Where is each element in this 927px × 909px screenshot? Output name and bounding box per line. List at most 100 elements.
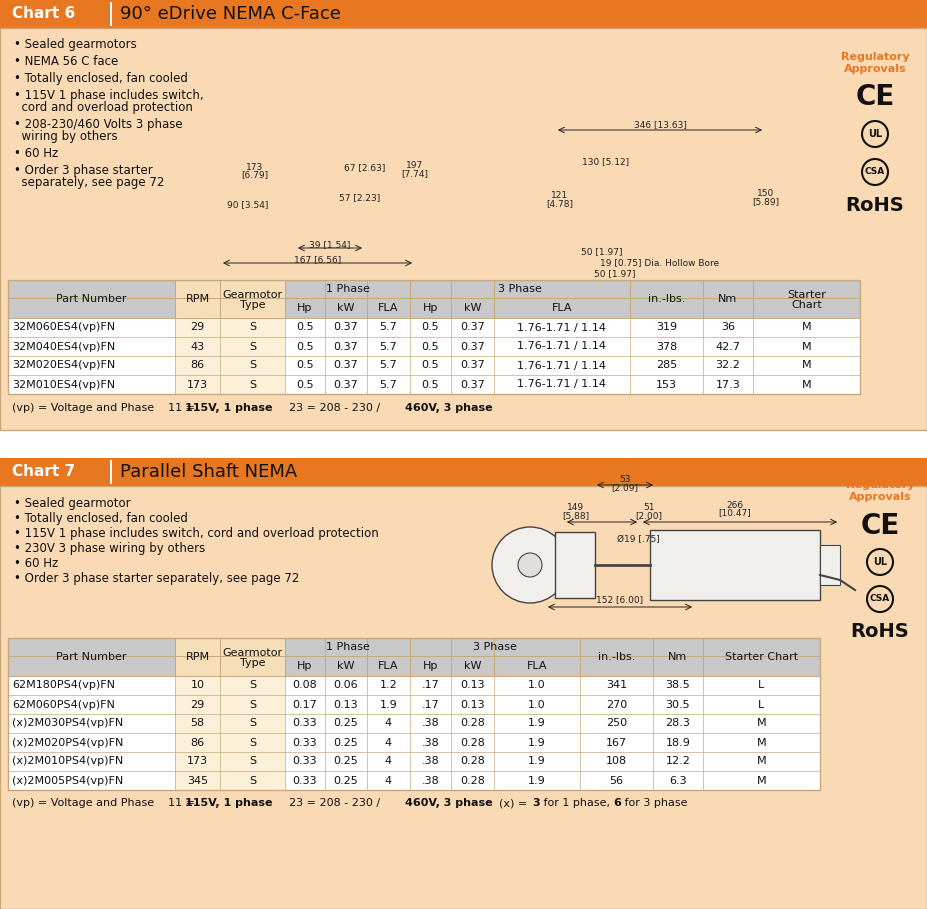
Text: Starter Chart: Starter Chart xyxy=(725,652,798,662)
Text: 5.7: 5.7 xyxy=(380,361,398,371)
Text: Type: Type xyxy=(240,658,265,668)
Text: Approvals: Approvals xyxy=(844,64,907,74)
Text: 167: 167 xyxy=(606,737,627,747)
Circle shape xyxy=(518,553,542,577)
Bar xyxy=(220,752,285,771)
Bar xyxy=(0,430,927,458)
Text: 1.0: 1.0 xyxy=(528,681,546,691)
Text: S: S xyxy=(249,756,256,766)
Bar xyxy=(0,0,927,28)
Text: Part Number: Part Number xyxy=(57,652,127,662)
Text: 29: 29 xyxy=(190,323,205,333)
Text: [6.79]: [6.79] xyxy=(241,171,269,179)
Text: S: S xyxy=(249,323,256,333)
Text: • Order 3 phase starter: • Order 3 phase starter xyxy=(14,164,153,177)
Text: 29: 29 xyxy=(190,700,205,710)
Text: 6: 6 xyxy=(613,798,621,808)
Text: [4.78]: [4.78] xyxy=(547,199,574,208)
Text: [2.00]: [2.00] xyxy=(636,512,663,521)
Text: 32.2: 32.2 xyxy=(716,361,741,371)
Text: 1.9: 1.9 xyxy=(528,775,546,785)
Text: • Totally enclosed, fan cooled: • Totally enclosed, fan cooled xyxy=(14,512,188,525)
Bar xyxy=(175,375,220,394)
Text: 32M060ES4(vp)FN: 32M060ES4(vp)FN xyxy=(12,323,115,333)
Text: 0.5: 0.5 xyxy=(422,361,439,371)
Text: 1.2: 1.2 xyxy=(380,681,398,691)
Text: RPM: RPM xyxy=(185,294,210,304)
Text: 4: 4 xyxy=(385,737,392,747)
Text: S: S xyxy=(249,737,256,747)
Text: UL: UL xyxy=(873,557,887,567)
Text: L: L xyxy=(758,681,765,691)
Text: M: M xyxy=(756,737,767,747)
Text: Ø19 [.75]: Ø19 [.75] xyxy=(617,535,660,544)
Text: 0.33: 0.33 xyxy=(293,756,317,766)
Text: 28.3: 28.3 xyxy=(666,718,691,728)
Text: 4: 4 xyxy=(385,775,392,785)
Text: 1.76-1.71 / 1.14: 1.76-1.71 / 1.14 xyxy=(517,361,606,371)
Text: 1 Phase: 1 Phase xyxy=(325,284,370,294)
Text: S: S xyxy=(249,700,256,710)
Text: 57 [2.23]: 57 [2.23] xyxy=(339,194,381,203)
Text: • 60 Hz: • 60 Hz xyxy=(14,147,58,160)
Text: M: M xyxy=(756,775,767,785)
Text: 53: 53 xyxy=(619,475,630,484)
Text: M: M xyxy=(802,342,811,352)
Bar xyxy=(220,375,285,394)
Text: • 115V 1 phase includes switch, cord and overload protection: • 115V 1 phase includes switch, cord and… xyxy=(14,527,379,540)
Text: 0.25: 0.25 xyxy=(334,756,359,766)
Text: • Sealed gearmotor: • Sealed gearmotor xyxy=(14,497,131,510)
Bar xyxy=(8,771,820,790)
Text: (vp) = Voltage and Phase    11 =: (vp) = Voltage and Phase 11 = xyxy=(12,403,198,413)
Text: 0.37: 0.37 xyxy=(460,379,485,389)
Text: 0.13: 0.13 xyxy=(460,681,485,691)
Text: 19 [0.75] Dia. Hollow Bore: 19 [0.75] Dia. Hollow Bore xyxy=(601,258,719,267)
Text: 1 Phase: 1 Phase xyxy=(325,642,370,652)
Bar xyxy=(820,545,840,585)
Text: Nm: Nm xyxy=(668,652,688,662)
Text: 12.2: 12.2 xyxy=(666,756,691,766)
Bar xyxy=(8,356,860,375)
Bar xyxy=(0,486,927,909)
Text: 23 = 208 - 230 /: 23 = 208 - 230 / xyxy=(275,403,384,413)
Text: 1.0: 1.0 xyxy=(528,700,546,710)
Bar xyxy=(0,28,927,430)
Text: 17.3: 17.3 xyxy=(716,379,741,389)
Text: 0.25: 0.25 xyxy=(334,775,359,785)
Bar xyxy=(8,280,860,318)
Text: [2.09]: [2.09] xyxy=(612,484,639,493)
Text: 153: 153 xyxy=(656,379,677,389)
Bar xyxy=(285,280,410,298)
Text: 0.28: 0.28 xyxy=(460,775,485,785)
Text: 1.76-1.71 / 1.14: 1.76-1.71 / 1.14 xyxy=(517,379,606,389)
Text: .38: .38 xyxy=(422,756,439,766)
Bar xyxy=(8,752,820,771)
Text: CSA: CSA xyxy=(865,167,885,176)
Text: Hp: Hp xyxy=(423,303,438,313)
Text: 90 [3.54]: 90 [3.54] xyxy=(227,201,269,209)
Text: CSA: CSA xyxy=(870,594,890,603)
Text: 0.25: 0.25 xyxy=(334,718,359,728)
Text: FLA: FLA xyxy=(527,661,547,671)
Text: 0.33: 0.33 xyxy=(293,718,317,728)
Text: • Sealed gearmotors: • Sealed gearmotors xyxy=(14,38,137,51)
Text: Nm: Nm xyxy=(718,294,738,304)
Bar xyxy=(175,714,220,733)
Text: RoHS: RoHS xyxy=(851,622,909,641)
Text: 50 [1.97]: 50 [1.97] xyxy=(594,269,636,278)
Text: Type: Type xyxy=(240,300,265,310)
Text: (x)2M030PS4(vp)FN: (x)2M030PS4(vp)FN xyxy=(12,718,123,728)
Text: S: S xyxy=(249,361,256,371)
Text: 0.28: 0.28 xyxy=(460,718,485,728)
Text: in.-lbs.: in.-lbs. xyxy=(648,294,685,304)
Text: 1.76-1.71 / 1.14: 1.76-1.71 / 1.14 xyxy=(517,323,606,333)
Text: 0.5: 0.5 xyxy=(297,342,314,352)
Text: 0.28: 0.28 xyxy=(460,756,485,766)
Text: cord and overload protection: cord and overload protection xyxy=(14,101,193,114)
Text: (x)2M005PS4(vp)FN: (x)2M005PS4(vp)FN xyxy=(12,775,123,785)
Text: Hp: Hp xyxy=(423,661,438,671)
Text: 0.5: 0.5 xyxy=(297,323,314,333)
Text: in.-lbs.: in.-lbs. xyxy=(598,652,635,662)
Text: 130 [5.12]: 130 [5.12] xyxy=(582,157,629,166)
Text: 5.7: 5.7 xyxy=(380,379,398,389)
